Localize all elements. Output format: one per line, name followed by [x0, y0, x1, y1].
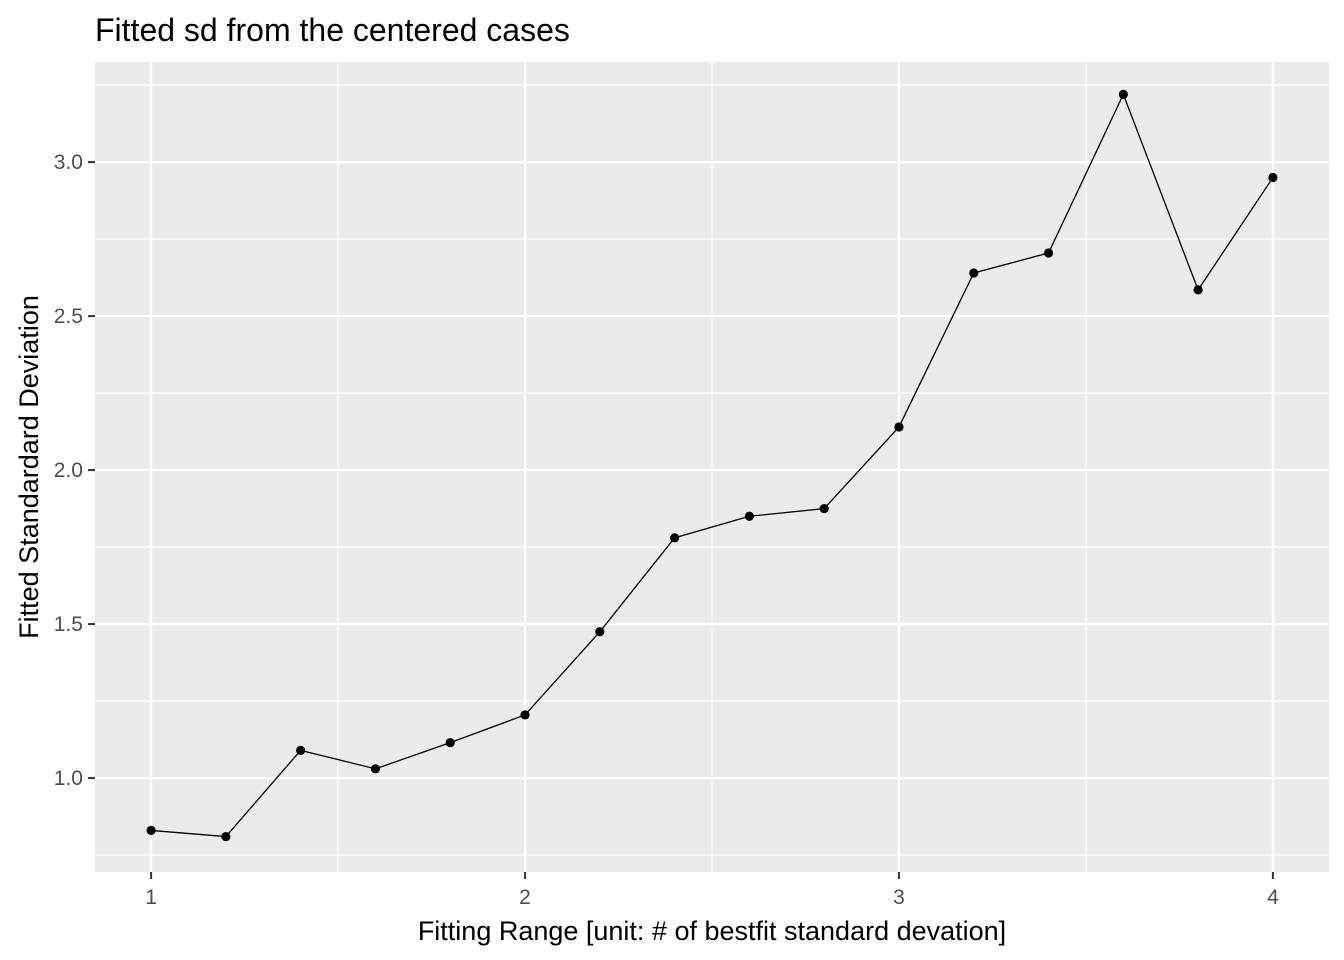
x-tick-label: 3	[893, 886, 905, 909]
data-point	[146, 825, 156, 836]
series-layer	[146, 89, 1278, 842]
y-tick-label: 3.0	[54, 151, 83, 174]
y-tick-label: 1.0	[54, 767, 83, 790]
grid-minor	[95, 62, 1329, 872]
data-point	[670, 533, 680, 543]
data-point	[819, 503, 829, 514]
data-point	[1043, 248, 1054, 258]
data-point	[595, 627, 605, 637]
data-point	[1268, 172, 1278, 183]
data-point	[221, 831, 231, 842]
data-point	[1118, 89, 1128, 99]
data-point	[1193, 285, 1203, 295]
data-point	[520, 710, 530, 720]
tick-labels: 1 2 3 4 1.0 1.5 2.0 2.5 3.0	[54, 151, 1279, 909]
y-tick-label: 1.5	[54, 613, 83, 636]
grid-major	[95, 62, 1329, 872]
x-tick-label: 4	[1267, 886, 1279, 909]
chart-title: Fitted sd from the centered cases	[95, 12, 570, 48]
x-tick-label: 1	[145, 886, 157, 909]
data-point	[744, 511, 754, 521]
y-tick-label: 2.5	[54, 305, 83, 328]
x-tick-label: 2	[519, 886, 531, 909]
data-point	[894, 422, 904, 432]
data-point	[969, 268, 979, 278]
axis-ticks	[88, 161, 1274, 879]
series-line	[151, 92, 1274, 838]
y-axis-title: Fitted Standardard Deviation	[14, 295, 44, 639]
data-point	[296, 745, 306, 755]
x-axis-title: Fitting Range [unit: # of bestfit standa…	[418, 916, 1006, 946]
y-tick-label: 2.0	[54, 459, 83, 482]
data-point	[370, 764, 381, 774]
data-point	[445, 738, 455, 748]
